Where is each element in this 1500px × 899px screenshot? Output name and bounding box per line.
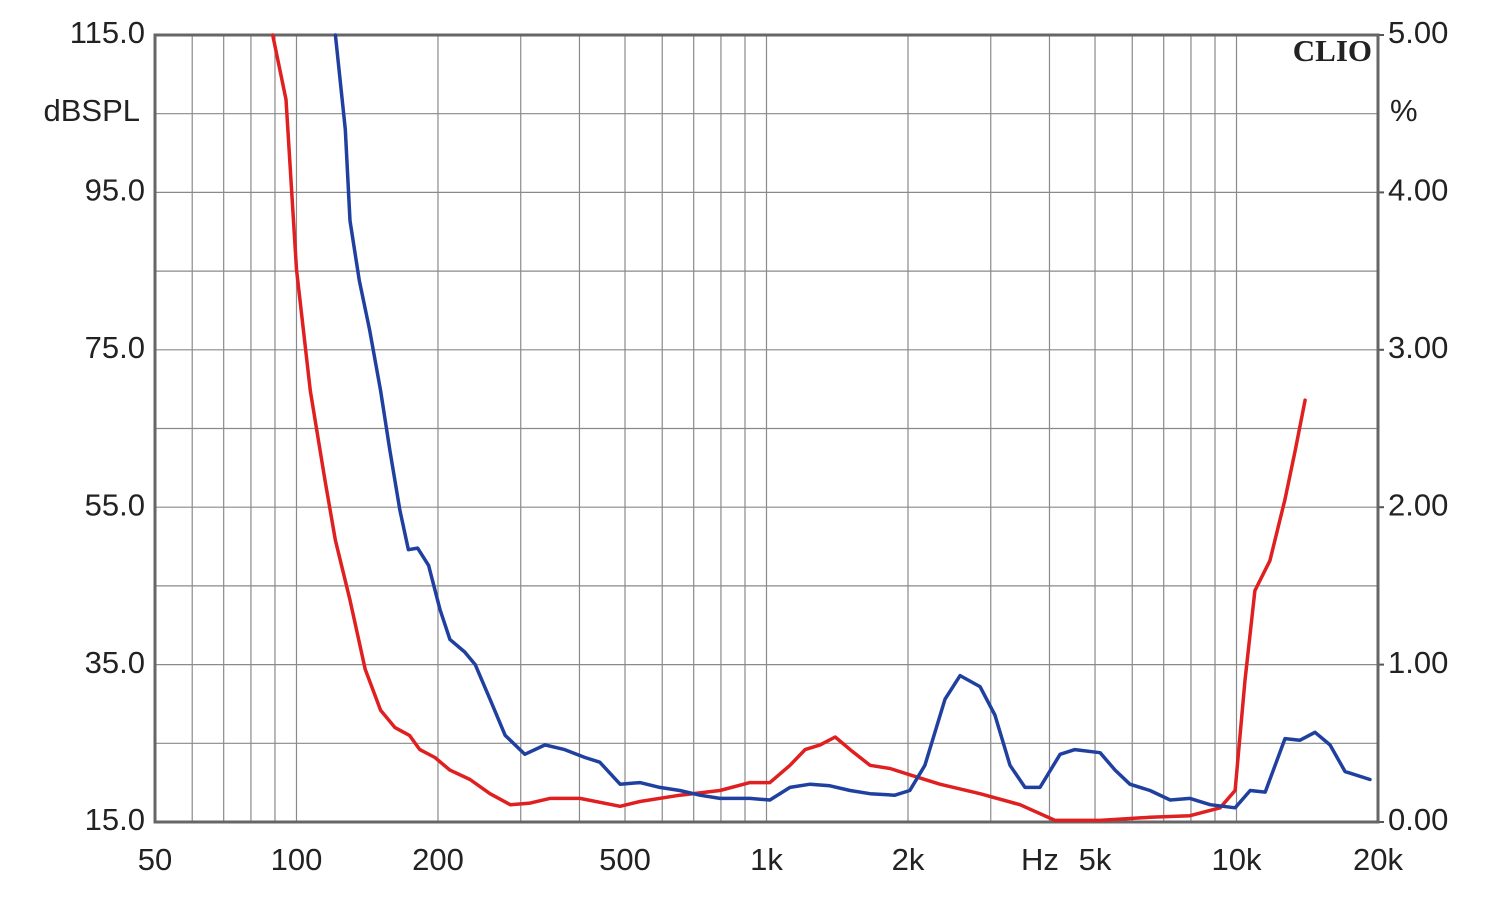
x-tick-label: 200 [412,842,464,877]
data-line [270,33,1307,823]
x-tick-label: 50 [138,842,172,877]
y-tick-label: 55.0 [85,487,145,522]
y-axis-label: dBSPL [43,93,140,128]
x-tick-label: 500 [599,842,651,877]
x-tick-label: 1k [750,842,783,877]
y-tick-label: 75.0 [85,330,145,365]
x-tick-label: 10k [1212,842,1262,877]
y2-axis-label: % [1390,93,1418,128]
y2-tick-label: 4.00 [1388,173,1448,208]
y2-tick-label: 5.00 [1388,15,1448,50]
x-tick-label: 100 [271,842,323,877]
y-tick-label: 15.0 [85,802,145,837]
data-line [333,33,1372,810]
y-tick-label: 35.0 [85,645,145,680]
plot-frame [153,33,1380,824]
x-tick-label: 20k [1353,842,1403,877]
x-tick-label: 2k [892,842,925,877]
y-tick-label: 95.0 [85,173,145,208]
watermark: CLIO [1293,33,1372,68]
x-tick-label: 5k [1079,842,1112,877]
y2-tick-label: 1.00 [1388,645,1448,680]
y-tick-label: 115.0 [70,15,145,50]
y2-tick-label: 0.00 [1388,802,1448,837]
x-axis-label: Hz [1021,842,1059,877]
y2-tick-label: 2.00 [1388,487,1448,522]
y2-tick-label: 3.00 [1388,330,1448,365]
